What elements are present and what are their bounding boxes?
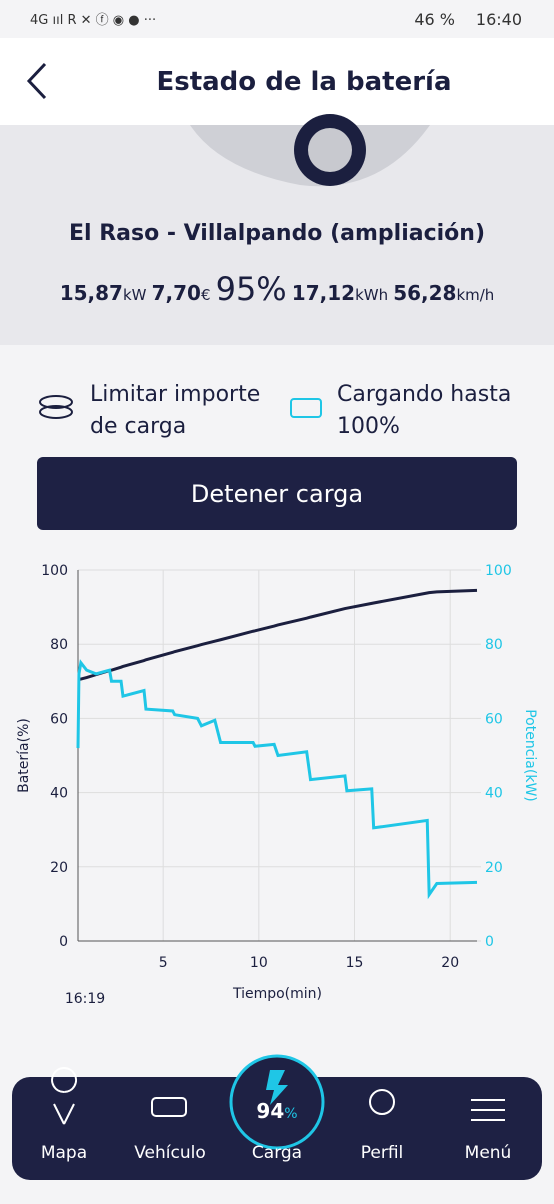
station-stats: 15,87kW 7,70€ 95% 17,12kWh 56,28km/h — [60, 270, 495, 308]
nav-item[interactable]: Mapa — [41, 1143, 87, 1163]
coins-icon — [39, 405, 73, 419]
stat-percent: 95% — [216, 270, 287, 308]
stat-unit: kW — [123, 286, 147, 304]
y2-tick-label: 20 — [485, 860, 503, 876]
nav-item[interactable]: Carga — [252, 1143, 302, 1163]
y-axis-label: Batería(%) — [16, 718, 32, 793]
status-time: 16:40 — [476, 10, 522, 29]
charge-unit: % — [284, 1106, 297, 1122]
y2-axis-label: Potencia(kW) — [522, 709, 538, 802]
y-tick-label: 20 — [50, 860, 68, 876]
y2-tick-label: 0 — [485, 934, 494, 950]
option-text: Limitar importe — [90, 382, 260, 407]
station-name: El Raso - Villalpando (ampliación) — [69, 221, 485, 246]
status-battery: 46 % — [414, 10, 455, 29]
y-tick-label: 0 — [59, 934, 68, 950]
chart: 0 20 40 60 80 100 0 20 40 60 80 100 5 10 15 20 Tiempo(mi… — [16, 563, 538, 1007]
y2-tick-label: 100 — [485, 563, 512, 579]
header-title: Estado de la batería — [156, 67, 451, 97]
x-tick-label: 20 — [441, 955, 459, 971]
x-tick-label: 10 — [250, 955, 268, 971]
nav-item[interactable]: Menú — [465, 1143, 512, 1163]
car-rim — [308, 128, 352, 172]
nav-item[interactable]: Vehículo — [134, 1143, 206, 1163]
option-text: de carga — [90, 414, 186, 439]
y2-tick-label: 80 — [485, 637, 503, 653]
nav-item[interactable]: Perfil — [361, 1143, 404, 1163]
battery-icon — [290, 398, 322, 418]
header — [0, 38, 554, 125]
stat-value: 15,87 — [60, 281, 123, 305]
stop-button-label: Detener carga — [191, 480, 363, 508]
stat-value: 7,70 — [152, 281, 201, 305]
y-tick-label: 80 — [50, 637, 68, 653]
stat-unit: km/h — [456, 286, 494, 304]
back-button[interactable] — [26, 62, 47, 100]
annotation: 16:19 — [65, 991, 105, 1007]
stat-value: 17,12 — [292, 281, 355, 305]
series-line — [76, 659, 478, 900]
charge-icon — [266, 1070, 288, 1105]
charge-level: 94% — [256, 1099, 297, 1123]
stat-unit: € — [201, 286, 211, 304]
y-tick-label: 60 — [50, 711, 68, 727]
status-icons: 4G ııl R ✕ ⓕ ◉ ● ··· — [30, 13, 156, 28]
x-axis-label: Tiempo(min) — [232, 986, 322, 1002]
y-tick-label: 40 — [50, 786, 68, 802]
car-icon — [151, 1097, 187, 1117]
x-tick-label: 5 — [159, 955, 168, 971]
map-icon — [51, 1067, 78, 1125]
charge-button[interactable] — [229, 1054, 325, 1150]
stat-unit: kWh — [355, 286, 388, 304]
menu-icon — [471, 1099, 505, 1121]
status-bar — [0, 0, 554, 38]
y-tick-label: 100 — [41, 563, 68, 579]
option-text: 100% — [337, 414, 400, 439]
option-target[interactable]: Cargando hasta 100% — [290, 382, 511, 439]
series-line — [77, 588, 478, 682]
y2-tick-label: 60 — [485, 711, 503, 727]
profile-icon — [369, 1089, 395, 1115]
x-tick-label: 15 — [346, 955, 364, 971]
option-text: Cargando hasta — [337, 382, 511, 407]
stop-button[interactable] — [37, 457, 517, 530]
y2-tick-label: 40 — [485, 786, 503, 802]
coins-icon — [39, 395, 73, 409]
option-limit[interactable]: Limitar importe de carga — [39, 382, 260, 439]
charge-value: 94 — [256, 1099, 284, 1123]
stat-value: 56,28 — [393, 281, 456, 305]
